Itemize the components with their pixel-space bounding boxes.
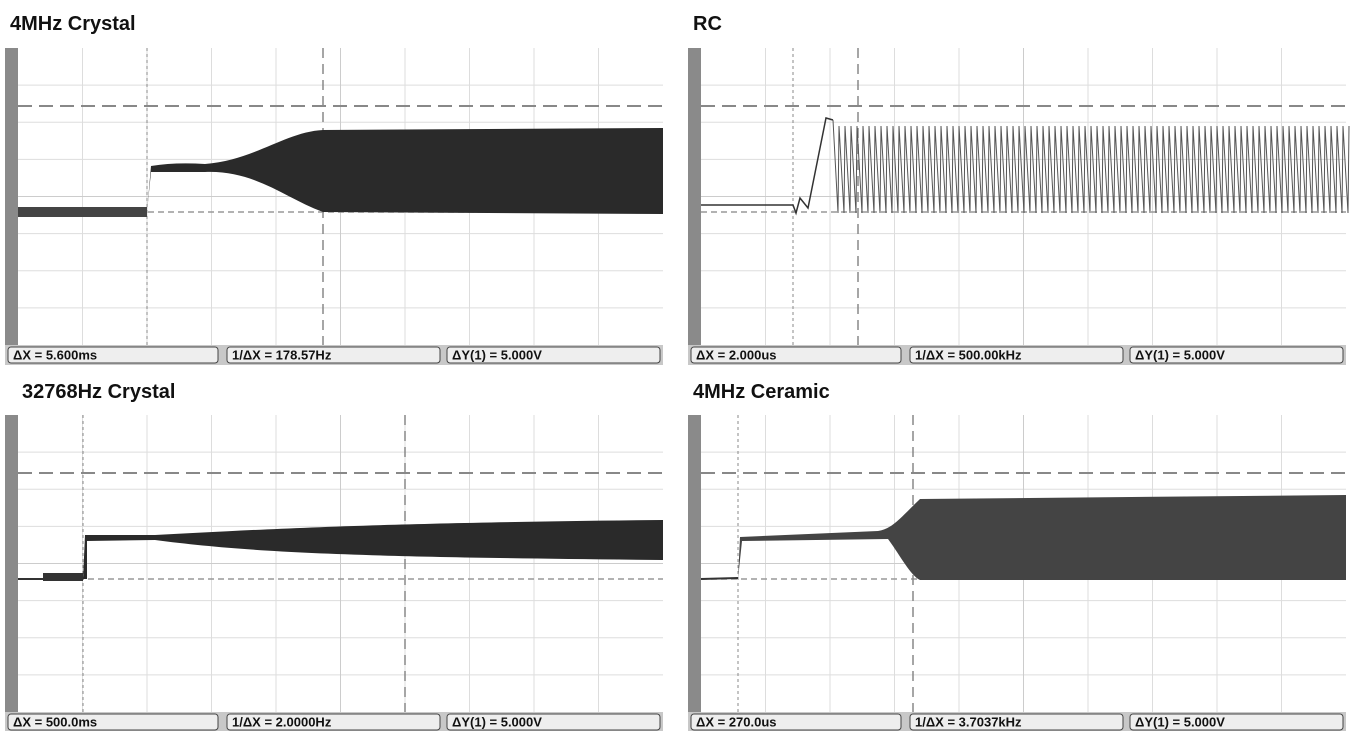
panel-title: 4MHz Crystal [10, 13, 136, 35]
measurement: 1/ΔX = 178.57Hz [232, 347, 332, 362]
measurement: ΔX = 500.0ms [13, 714, 97, 729]
panel-title: 32768Hz Crystal [22, 381, 175, 403]
waveform [701, 578, 738, 579]
side-bar [688, 415, 701, 712]
side-bar [5, 48, 18, 345]
panel-title: RC [693, 13, 722, 35]
measurement: 1/ΔX = 3.7037kHz [915, 714, 1022, 729]
side-bar [688, 48, 701, 345]
panel-title: 4MHz Ceramic [693, 381, 830, 403]
measurement: ΔY(1) = 5.000V [1135, 714, 1225, 729]
scope-comparison: 4MHz CrystalΔX = 5.600ms1/ΔX = 178.57HzΔ… [0, 0, 1351, 731]
measurement: ΔY(1) = 5.000V [452, 714, 542, 729]
scope-screen: ΔX = 2.000us 1/ΔX = 500.00kHz ΔY(1) = 5.00… [688, 48, 1349, 365]
scope-screen: ΔX = 270.0us 1/ΔX = 3.7037kHz ΔY(1) = 5.00… [688, 415, 1346, 731]
waveform [18, 207, 147, 217]
measurement: ΔX = 5.600ms [13, 347, 97, 362]
side-bar [5, 415, 18, 712]
measurement: ΔX = 270.0us [696, 714, 777, 729]
measurement: 1/ΔX = 500.00kHz [915, 347, 1022, 362]
screen-bg [688, 48, 1346, 365]
scope-screen: ΔX = 5.600ms 1/ΔX = 178.57Hz ΔY(1) = 5.000… [5, 48, 663, 365]
measurement: ΔX = 2.000us [696, 347, 777, 362]
scope-screen: ΔX = 500.0ms 1/ΔX = 2.0000Hz ΔY(1) = 5.000… [5, 415, 663, 731]
measurement: ΔY(1) = 5.000V [1135, 347, 1225, 362]
measurement: ΔY(1) = 5.000V [452, 347, 542, 362]
measurement: 1/ΔX = 2.0000Hz [232, 714, 332, 729]
screen-bg [5, 415, 663, 731]
